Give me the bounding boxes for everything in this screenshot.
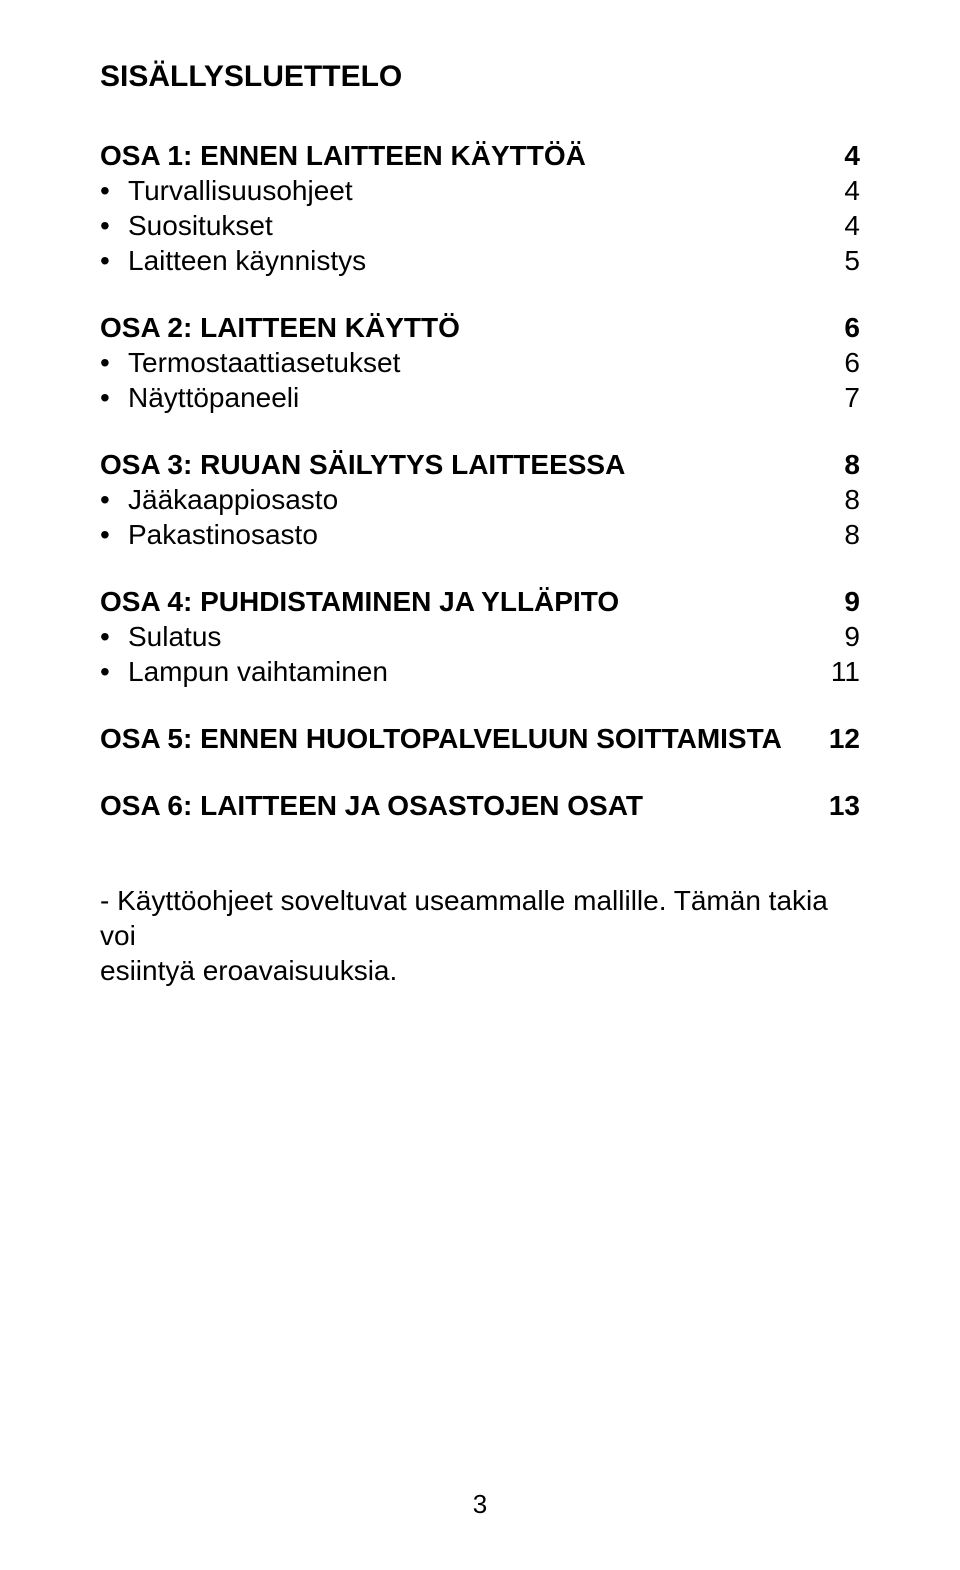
toc-heading-page: 9 — [810, 584, 860, 619]
toc-item-page: 7 — [810, 380, 860, 415]
toc-item-text: Laitteen käynnistys — [128, 245, 366, 276]
footnote: - Käyttöohjeet soveltuvat useammalle mal… — [100, 883, 860, 988]
toc-item-page: 4 — [810, 208, 860, 243]
toc-section: OSA 3: RUUAN SÄILYTYS LAITTEESSA 8 •Jääk… — [100, 447, 860, 552]
toc-item-page: 5 — [810, 243, 860, 278]
toc-item-text: Sulatus — [128, 621, 221, 652]
toc-item-row: •Pakastinosasto 8 — [100, 517, 860, 552]
bullet-icon: • — [100, 243, 128, 278]
toc-item-label: •Lampun vaihtaminen — [100, 654, 810, 689]
toc-item-label: •Näyttöpaneeli — [100, 380, 810, 415]
page-container: SISÄLLYSLUETTELO OSA 1: ENNEN LAITTEEN K… — [0, 0, 960, 1570]
toc-item-label: •Suositukset — [100, 208, 810, 243]
toc-item-text: Turvallisuusohjeet — [128, 175, 353, 206]
toc-heading-row: OSA 2: LAITTEEN KÄYTTÖ 6 — [100, 310, 860, 345]
toc-section: OSA 1: ENNEN LAITTEEN KÄYTTÖÄ 4 •Turvall… — [100, 138, 860, 278]
toc-item-row: •Laitteen käynnistys 5 — [100, 243, 860, 278]
toc-item-page: 8 — [810, 517, 860, 552]
toc-item-text: Lampun vaihtaminen — [128, 656, 388, 687]
toc-item-page: 6 — [810, 345, 860, 380]
footnote-line: esiintyä eroavaisuuksia. — [100, 953, 860, 988]
bullet-icon: • — [100, 517, 128, 552]
toc-heading-label: OSA 3: RUUAN SÄILYTYS LAITTEESSA — [100, 447, 810, 482]
toc-item-text: Näyttöpaneeli — [128, 382, 299, 413]
toc-heading-label: OSA 2: LAITTEEN KÄYTTÖ — [100, 310, 810, 345]
toc-heading-row: OSA 4: PUHDISTAMINEN JA YLLÄPITO 9 — [100, 584, 860, 619]
toc-heading-page: 13 — [810, 788, 860, 823]
toc-item-text: Pakastinosasto — [128, 519, 318, 550]
toc-section: OSA 5: ENNEN HUOLTOPALVELUUN SOITTAMISTA… — [100, 721, 860, 756]
toc-section: OSA 6: LAITTEEN JA OSASTOJEN OSAT 13 — [100, 788, 860, 823]
toc-item-label: •Sulatus — [100, 619, 810, 654]
toc-title: SISÄLLYSLUETTELO — [100, 60, 860, 94]
footnote-line: - Käyttöohjeet soveltuvat useammalle mal… — [100, 883, 860, 953]
toc-item-label: •Turvallisuusohjeet — [100, 173, 810, 208]
bullet-icon: • — [100, 654, 128, 689]
bullet-icon: • — [100, 380, 128, 415]
toc-heading-row: OSA 5: ENNEN HUOLTOPALVELUUN SOITTAMISTA… — [100, 721, 860, 756]
toc-item-page: 9 — [810, 619, 860, 654]
toc-item-text: Termostaattiasetukset — [128, 347, 400, 378]
toc-heading-label: OSA 4: PUHDISTAMINEN JA YLLÄPITO — [100, 584, 810, 619]
toc-item-label: •Termostaattiasetukset — [100, 345, 810, 380]
toc-heading-row: OSA 3: RUUAN SÄILYTYS LAITTEESSA 8 — [100, 447, 860, 482]
toc-item-label: •Pakastinosasto — [100, 517, 810, 552]
toc-item-page: 11 — [810, 654, 860, 689]
page-number: 3 — [0, 1489, 960, 1520]
toc-heading-label: OSA 6: LAITTEEN JA OSASTOJEN OSAT — [100, 788, 810, 823]
toc-item-row: •Sulatus 9 — [100, 619, 860, 654]
toc-heading-page: 8 — [810, 447, 860, 482]
bullet-icon: • — [100, 173, 128, 208]
toc-heading-page: 4 — [810, 138, 860, 173]
bullet-icon: • — [100, 482, 128, 517]
toc-item-text: Jääkaappiosasto — [128, 484, 338, 515]
bullet-icon: • — [100, 345, 128, 380]
toc-section: OSA 4: PUHDISTAMINEN JA YLLÄPITO 9 •Sula… — [100, 584, 860, 689]
toc-item-row: •Turvallisuusohjeet 4 — [100, 173, 860, 208]
toc-heading-page: 6 — [810, 310, 860, 345]
toc-heading-label: OSA 5: ENNEN HUOLTOPALVELUUN SOITTAMISTA — [100, 721, 810, 756]
toc-heading-label: OSA 1: ENNEN LAITTEEN KÄYTTÖÄ — [100, 138, 810, 173]
toc-item-row: •Näyttöpaneeli 7 — [100, 380, 860, 415]
toc-item-label: •Laitteen käynnistys — [100, 243, 810, 278]
toc-item-text: Suositukset — [128, 210, 273, 241]
toc-section: OSA 2: LAITTEEN KÄYTTÖ 6 •Termostaattias… — [100, 310, 860, 415]
toc-heading-page: 12 — [810, 721, 860, 756]
toc-item-label: •Jääkaappiosasto — [100, 482, 810, 517]
toc-item-row: •Jääkaappiosasto 8 — [100, 482, 860, 517]
toc-item-row: •Lampun vaihtaminen 11 — [100, 654, 860, 689]
toc-item-page: 8 — [810, 482, 860, 517]
toc-item-row: •Termostaattiasetukset 6 — [100, 345, 860, 380]
toc-heading-row: OSA 6: LAITTEEN JA OSASTOJEN OSAT 13 — [100, 788, 860, 823]
toc-item-row: •Suositukset 4 — [100, 208, 860, 243]
toc-heading-row: OSA 1: ENNEN LAITTEEN KÄYTTÖÄ 4 — [100, 138, 860, 173]
bullet-icon: • — [100, 208, 128, 243]
bullet-icon: • — [100, 619, 128, 654]
toc-item-page: 4 — [810, 173, 860, 208]
